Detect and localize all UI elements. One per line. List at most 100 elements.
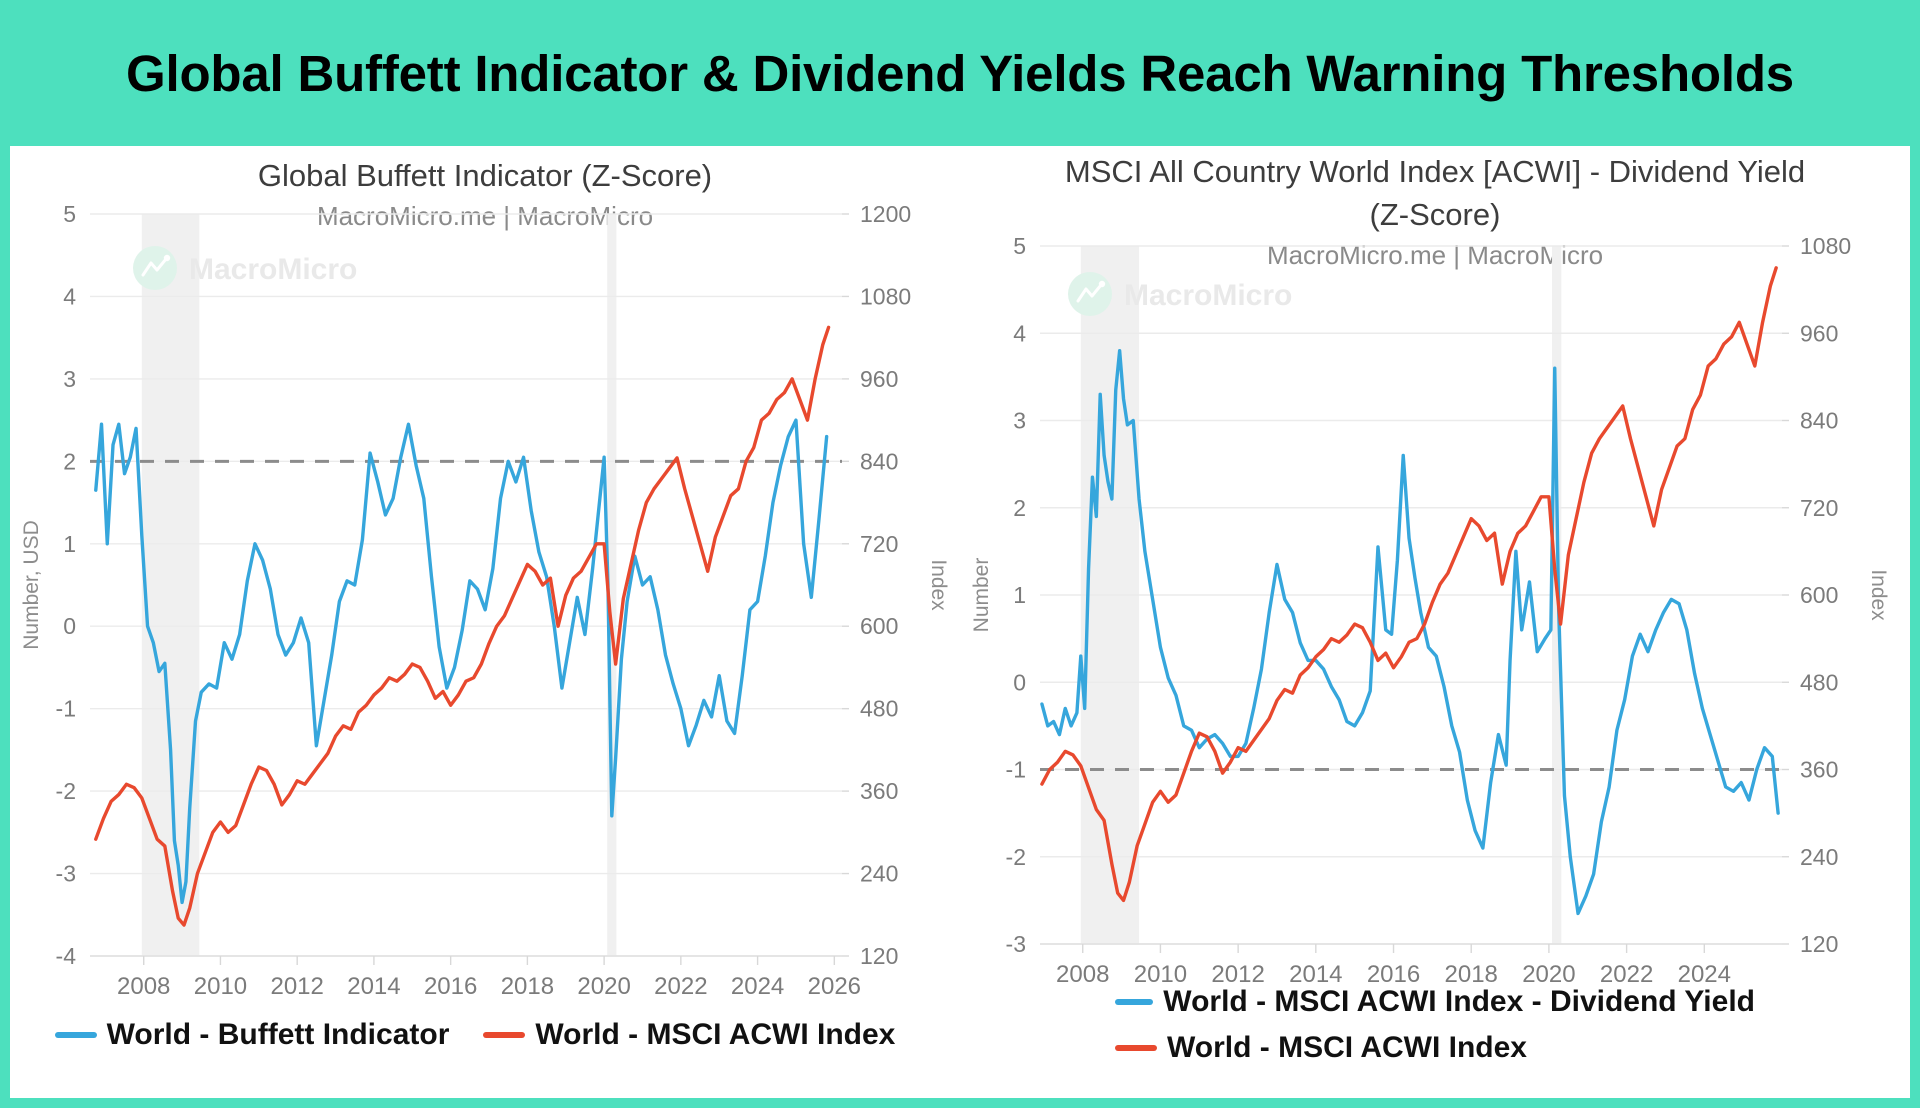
y2-axis-tick-label: 600 (860, 613, 898, 639)
dividend-chart-title-line2: (Z-Score) (1369, 197, 1501, 232)
y-axis-tick-label: -1 (1006, 757, 1026, 783)
y2-axis-title: Index (1867, 569, 1890, 621)
buffett-chart-title: Global Buffett Indicator (Z-Score) (257, 158, 713, 193)
y2-axis-tick-label: 240 (1800, 844, 1838, 870)
x-axis-tick-label: 2024 (1678, 961, 1731, 988)
y-axis-tick-label: -2 (1006, 844, 1026, 870)
macromicro-watermark: MacroMicro (1068, 272, 1292, 316)
y-axis-title: Number (970, 558, 993, 633)
header-banner: Global Buffett Indicator & Dividend Yiel… (0, 0, 1920, 146)
y2-axis-tick-label: 360 (1800, 757, 1838, 783)
y2-axis-tick-label: 240 (860, 861, 898, 887)
y2-axis-tick-label: 720 (860, 531, 898, 557)
y2-axis-tick-label: 480 (860, 696, 898, 722)
x-axis-tick-label: 2024 (731, 973, 784, 1000)
buffett-chart-subtitle: MacroMicro.me | MacroMicro (316, 201, 654, 231)
y-axis-title: Number, USD (20, 520, 43, 650)
charts-container: Global Buffett Indicator (Z-Score) Macro… (10, 146, 1910, 1098)
legend-item[interactable]: World - MSCI ACWI Index (483, 1018, 895, 1052)
y-axis-tick-label: 2 (63, 448, 76, 474)
y-axis-tick-label: 2 (1013, 495, 1026, 521)
y-axis-tick-label: -4 (56, 943, 77, 969)
panel-dividend: MSCI All Country World Index [ACWI] - Di… (960, 146, 1910, 1098)
y2-axis-tick-label: 720 (1800, 495, 1838, 521)
x-axis-tick-label: 2010 (1134, 961, 1187, 988)
legend-swatch-blue (54, 1032, 97, 1038)
dividend-plot-area: MacroMicro -3 -2 -1 0 1 2 3 4 5 120 240 360 480 600 720… (960, 146, 1910, 1098)
x-axis-tick-label: 2012 (1211, 961, 1264, 988)
dividend-legend: World - MSCI ACWI Index - Dividend Yield… (960, 985, 1910, 1065)
x-axis-tick-label: 2020 (577, 973, 630, 1000)
buffett-title-block: Global Buffett Indicator (Z-Score) Macro… (10, 154, 960, 233)
x-axis-tick-label: 2018 (501, 973, 554, 1000)
logo-dot (1098, 280, 1106, 288)
x-axis-tick-label: 2018 (1445, 961, 1498, 988)
x-axis-tick-label: 2022 (654, 973, 707, 1000)
buffett-legend: World - Buffett Indicator World - MSCI A… (10, 1018, 940, 1052)
y2-axis-tick-label: 360 (860, 778, 898, 804)
series-line-secondary (1040, 266, 1778, 903)
y2-axis-tick-label: 840 (860, 448, 898, 474)
legend-swatch-red (483, 1032, 526, 1038)
y-axis-tick-label: 5 (1013, 233, 1026, 259)
x-axis-tick-label: 2020 (1522, 961, 1575, 988)
panel-buffett: Global Buffett Indicator (Z-Score) Macro… (10, 146, 960, 1098)
y-axis-tick-label: 4 (1013, 320, 1026, 346)
sparkline-glyph (141, 257, 168, 277)
y-axis-tick-label: 3 (1013, 408, 1026, 434)
dividend-plot-svg: MacroMicro -3 -2 -1 0 1 2 3 4 5 120 240 360 480 600 720… (970, 233, 1890, 988)
x-axis-tick-label: 2008 (117, 973, 170, 1000)
y2-axis-tick-label: 480 (1800, 669, 1838, 695)
y-axis-tick-label: -3 (1006, 931, 1026, 957)
y2-axis-tick-label: 960 (1800, 320, 1838, 346)
dividend-chart-subtitle: MacroMicro.me | MacroMicro (1266, 240, 1604, 270)
dividend-title-block: MSCI All Country World Index [ACWI] - Di… (960, 150, 1910, 272)
y2-axis-tick-label: 840 (1800, 408, 1838, 434)
legend-swatch-blue (1115, 999, 1154, 1005)
y-axis-tick-label: 4 (63, 283, 76, 309)
legend-item[interactable]: World - MSCI ACWI Index - Dividend Yield (1115, 985, 1755, 1019)
macromicro-watermark: MacroMicro (133, 246, 357, 290)
y-axis-tick-label: -1 (56, 696, 76, 722)
x-axis-tick-label: 2014 (1289, 961, 1342, 988)
x-axis-tick-label: 2022 (1600, 961, 1653, 988)
y-axis-tick-label: 1 (1013, 582, 1026, 608)
dividend-chart-title-line1: MSCI All Country World Index [ACWI] - Di… (1064, 154, 1806, 189)
legend-item[interactable]: World - MSCI ACWI Index (1115, 1031, 1755, 1065)
page-title: Global Buffett Indicator & Dividend Yiel… (126, 44, 1794, 102)
legend-label: World - Buffett Indicator (106, 1018, 450, 1051)
y2-axis-tick-label: 1080 (1800, 233, 1851, 259)
x-axis-tick-label: 2016 (424, 973, 477, 1000)
legend-item[interactable]: World - Buffett Indicator (54, 1018, 450, 1052)
y-axis-tick-label: 1 (63, 531, 76, 557)
y2-axis-tick-label: 960 (860, 366, 898, 392)
logo-dot (163, 254, 171, 262)
y-axis-tick-label: 0 (1013, 669, 1026, 695)
buffett-plot-area: MacroMicro -4 -3 -2 -1 0 1 2 3 4 5 120 240 360 480 600 7… (10, 146, 960, 1098)
watermark-label: MacroMicro (189, 253, 357, 286)
x-axis-tick-label: 2016 (1367, 961, 1420, 988)
legend-swatch-red (1115, 1045, 1157, 1051)
y2-axis-tick-label: 120 (860, 943, 898, 969)
x-axis-tick-label: 2012 (270, 973, 323, 1000)
x-axis-tick-label: 2010 (194, 973, 247, 1000)
recession-band (141, 214, 200, 956)
x-axis-tick-label: 2014 (347, 973, 400, 1000)
series-line-primary (1040, 349, 1780, 916)
y2-axis-tick-label: 120 (1800, 931, 1838, 957)
sparkline-glyph (1076, 283, 1103, 303)
y2-axis-tick-label: 1200 (860, 201, 911, 227)
recession-band (607, 214, 617, 956)
y2-axis-title: Index (927, 559, 950, 611)
y-axis-tick-label: 0 (63, 613, 76, 639)
y-axis-tick-label: -2 (56, 778, 76, 804)
series-line-secondary (94, 325, 831, 927)
legend-label: World - MSCI ACWI Index - Dividend Yield (1163, 985, 1755, 1018)
buffett-plot-svg: MacroMicro -4 -3 -2 -1 0 1 2 3 4 5 120 240 360 480 600 7… (20, 201, 950, 1000)
y2-axis-tick-label: 600 (1800, 582, 1838, 608)
y-axis-tick-label: 3 (63, 366, 76, 392)
x-axis-tick-label: 2008 (1056, 961, 1109, 988)
legend-label: World - MSCI ACWI Index (535, 1018, 896, 1051)
y-axis-tick-label: -3 (56, 861, 76, 887)
